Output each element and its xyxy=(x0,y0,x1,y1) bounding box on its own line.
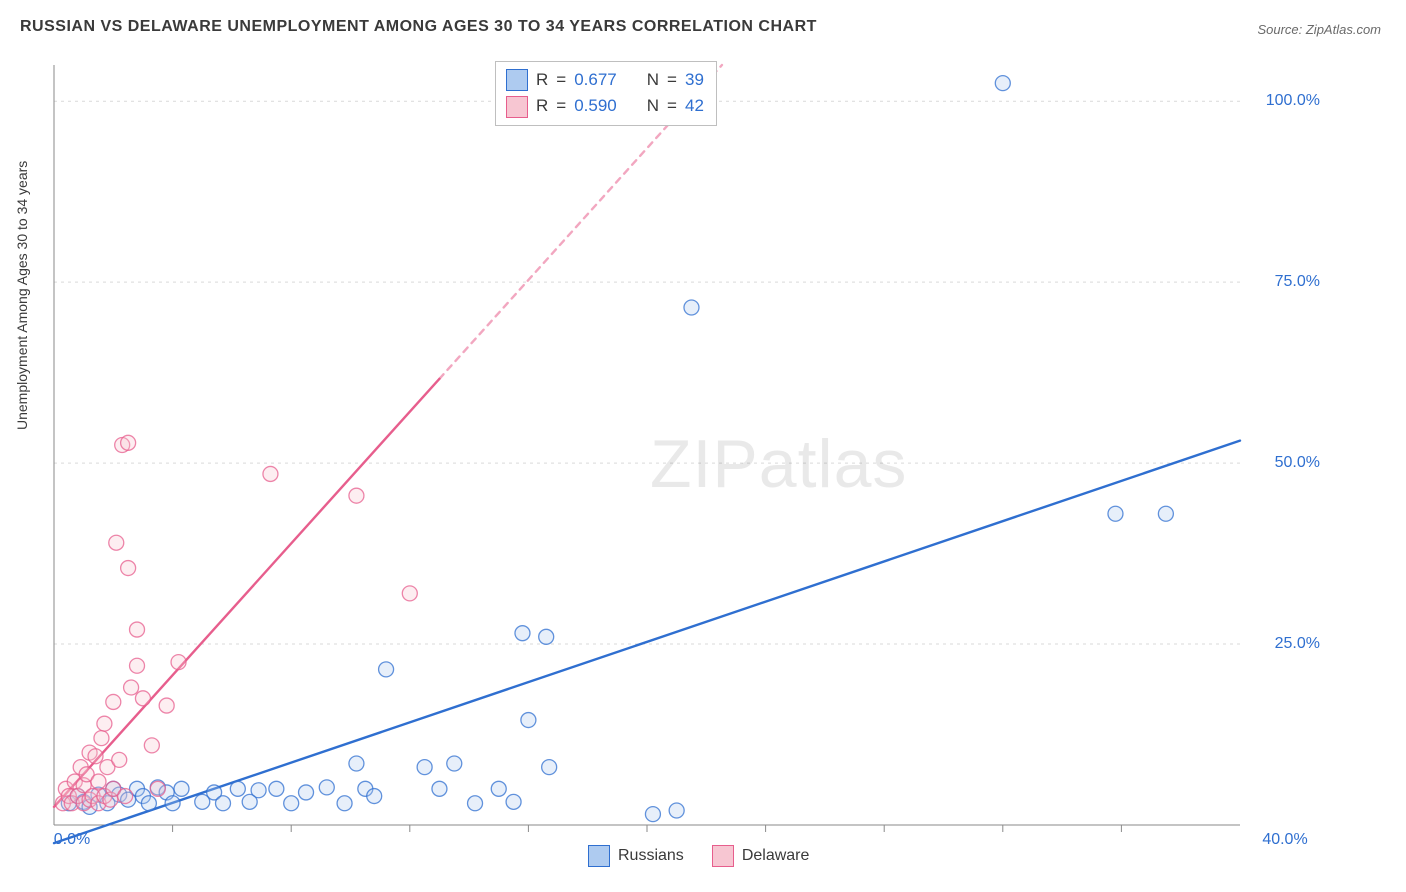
equals: = xyxy=(556,67,566,93)
stats-row: R = 0.590 N = 42 xyxy=(506,93,704,119)
n-label: N xyxy=(647,93,659,119)
x-tick: 0.0% xyxy=(54,831,90,849)
series-swatch xyxy=(588,845,610,867)
stats-row: R = 0.677 N = 39 xyxy=(506,67,704,93)
equals: = xyxy=(667,67,677,93)
chart-title: RUSSIAN VS DELAWARE UNEMPLOYMENT AMONG A… xyxy=(20,18,817,36)
r-value: 0.590 xyxy=(574,93,617,119)
y-tick: 25.0% xyxy=(1275,635,1320,653)
legend-item: Delaware xyxy=(712,845,810,867)
legend-label: Delaware xyxy=(742,847,810,865)
equals: = xyxy=(667,93,677,119)
equals: = xyxy=(556,93,566,119)
n-value: 42 xyxy=(685,93,704,119)
legend: Russians Delaware xyxy=(588,845,809,867)
r-value: 0.677 xyxy=(574,67,617,93)
n-value: 39 xyxy=(685,67,704,93)
r-label: R xyxy=(536,93,548,119)
scatter-chart xyxy=(50,55,1330,845)
source-label: Source: ZipAtlas.com xyxy=(1257,22,1381,37)
series-swatch xyxy=(506,69,528,91)
correlation-stats-box: R = 0.677 N = 39 R = 0.590 N = 42 xyxy=(495,61,717,126)
r-label: R xyxy=(536,67,548,93)
y-axis-label: Unemployment Among Ages 30 to 34 years xyxy=(14,161,30,430)
series-swatch xyxy=(506,96,528,118)
x-tick: 40.0% xyxy=(1262,831,1307,849)
legend-label: Russians xyxy=(618,847,684,865)
y-tick: 75.0% xyxy=(1275,273,1320,291)
y-tick: 50.0% xyxy=(1275,454,1320,472)
legend-item: Russians xyxy=(588,845,684,867)
plot-area: ZIPatlas R=0.677N=39R=0.590N=42 Russians… xyxy=(50,55,1330,845)
series-swatch xyxy=(712,845,734,867)
y-tick: 100.0% xyxy=(1266,92,1320,110)
n-label: N xyxy=(647,67,659,93)
